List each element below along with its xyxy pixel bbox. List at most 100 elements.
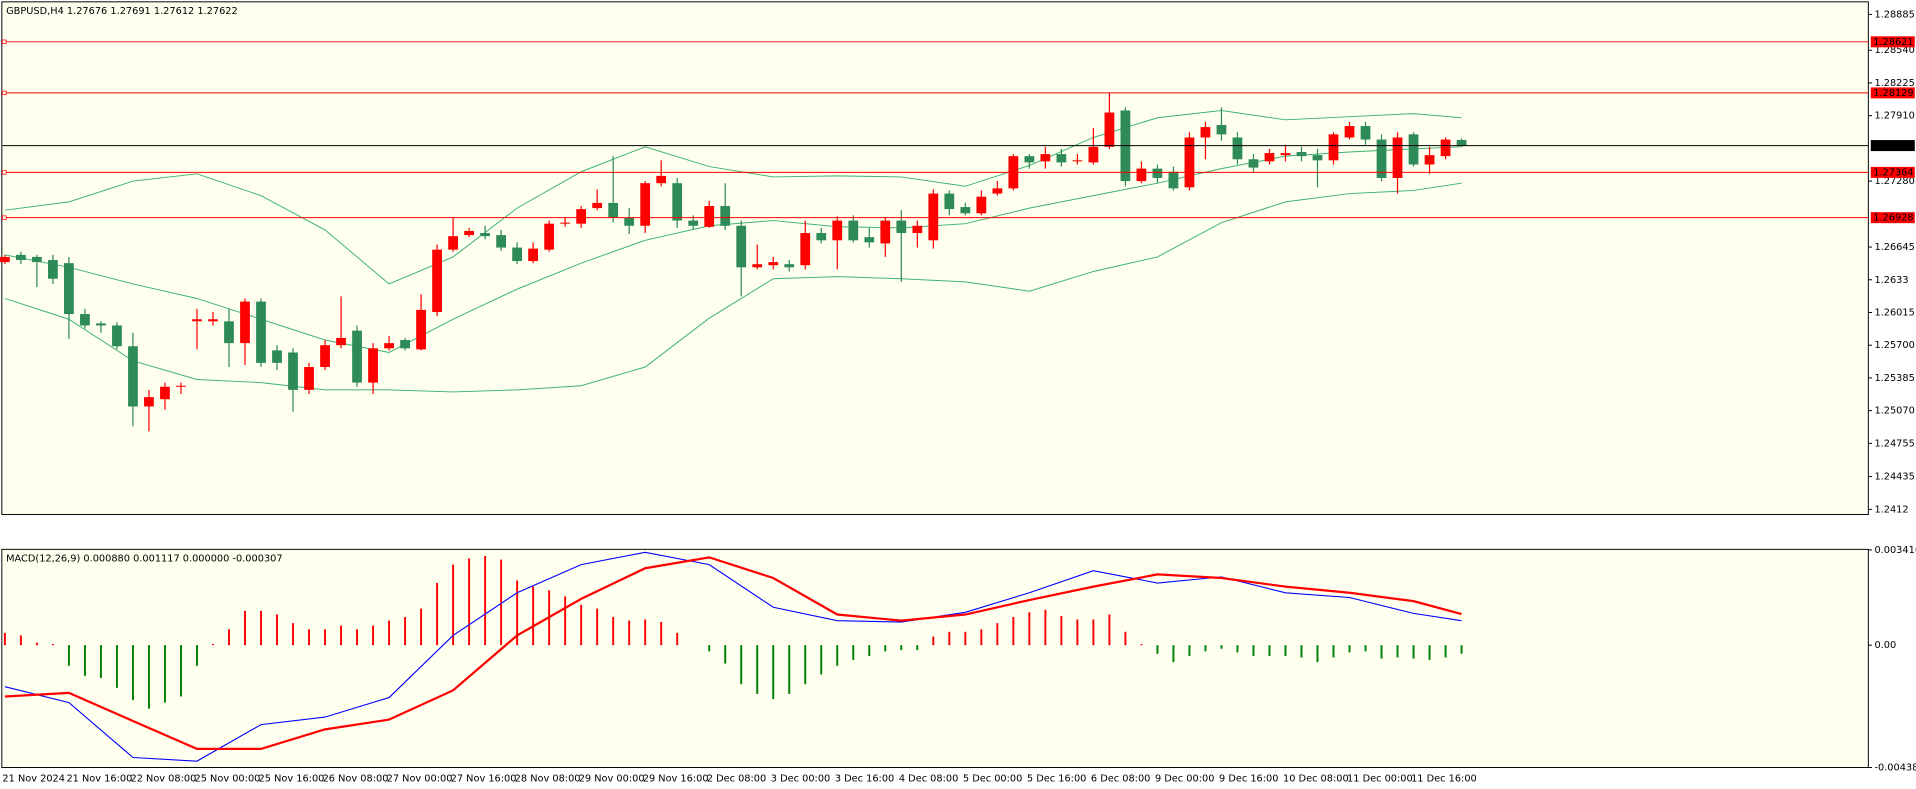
- candle-body: [544, 223, 555, 250]
- x-tick-label: 29 Nov 00:00: [579, 773, 645, 784]
- candle-body: [432, 249, 442, 312]
- candle-body: [1200, 127, 1211, 138]
- candle-body: [48, 260, 58, 279]
- chart-title: GBPUSD,H4 1.27676 1.27691 1.27612 1.2762…: [6, 6, 238, 17]
- level-marker: [2, 170, 7, 175]
- x-tick-label: 4 Dec 08:00: [899, 773, 958, 784]
- x-tick-label: 11 Dec 16:00: [1411, 773, 1477, 784]
- candle-body: [400, 340, 410, 349]
- candle-body: [1184, 137, 1195, 188]
- x-tick-label: 6 Dec 08:00: [1091, 773, 1150, 784]
- candle-body: [656, 175, 667, 184]
- candle-body: [896, 220, 907, 234]
- candle-body: [928, 193, 939, 241]
- candle-body: [960, 207, 971, 214]
- x-tick-label: 22 Nov 08:00: [131, 773, 197, 784]
- candle-body: [1376, 139, 1387, 178]
- candle-body: [368, 348, 378, 383]
- candle-body: [32, 256, 42, 263]
- y-tick-label: 1.26645: [1874, 242, 1914, 253]
- x-tick-label: 29 Nov 16:00: [643, 773, 709, 784]
- candle-body: [288, 352, 298, 390]
- candle-body: [112, 325, 122, 347]
- x-tick-label: 3 Dec 16:00: [835, 773, 894, 784]
- candle-body: [480, 233, 490, 237]
- candle-body: [224, 321, 234, 344]
- x-tick-label: 21 Nov 2024: [2, 773, 65, 784]
- candle-body: [720, 206, 731, 226]
- x-tick-label: 25 Nov 16:00: [259, 773, 325, 784]
- x-tick-label: 27 Nov 00:00: [387, 773, 453, 784]
- x-tick-label: 3 Dec 00:00: [771, 773, 830, 784]
- candle-body: [320, 345, 330, 368]
- macd-panel: [1, 548, 1869, 768]
- y-tick-label: 1.28540: [1874, 45, 1914, 56]
- candle-body: [880, 220, 891, 244]
- level-label-box: [1870, 212, 1915, 224]
- candle-body: [1232, 137, 1243, 160]
- level-label: 1.28621: [1873, 37, 1913, 48]
- y-tick-label: 1.24435: [1874, 472, 1914, 483]
- candle-body: [816, 233, 827, 241]
- candle-body: [576, 209, 587, 224]
- x-tick-label: 21 Nov 16:00: [66, 773, 132, 784]
- level-marker: [2, 39, 7, 45]
- candle-body: [192, 319, 202, 322]
- x-tick-label: 25 Nov 00:00: [195, 773, 261, 784]
- candle-body: [704, 206, 715, 227]
- candle-body: [416, 309, 426, 350]
- level-label: 1.26928: [1873, 213, 1913, 224]
- candle-body: [1280, 153, 1291, 156]
- candle-body: [608, 202, 619, 218]
- candle-body: [688, 220, 699, 226]
- candle-body: [0, 256, 10, 263]
- macd-line: [4, 556, 1462, 750]
- x-tick-label: 10 Dec 08:00: [1283, 773, 1349, 784]
- candle-body: [16, 254, 26, 261]
- candle-body: [944, 193, 955, 210]
- level-label: 1.27364: [1873, 167, 1913, 178]
- candle-body: [1296, 152, 1307, 157]
- last-price-box: [1870, 140, 1915, 152]
- candle-body: [1408, 134, 1419, 165]
- candle-body: [848, 220, 859, 241]
- candle-body: [512, 247, 523, 262]
- y-tick-label: 1.25385: [1874, 373, 1914, 384]
- band-line: [4, 109, 1462, 285]
- candle-body: [176, 385, 186, 387]
- candle-body: [592, 202, 603, 209]
- level-label-box: [1870, 166, 1915, 178]
- candle-body: [1104, 112, 1115, 147]
- candle-body: [992, 188, 1003, 194]
- candle-body: [560, 222, 571, 224]
- x-tick-label: 11 Dec 00:00: [1347, 773, 1413, 784]
- candle-body: [96, 323, 106, 326]
- candle-body: [528, 248, 539, 262]
- y-tick-label: 1.2633: [1874, 275, 1908, 286]
- candle-body: [832, 220, 843, 241]
- candle-body: [976, 196, 987, 214]
- y-tick-label: 1.28225: [1874, 78, 1914, 89]
- candle-body: [336, 337, 346, 346]
- level-label-box: [1870, 36, 1915, 48]
- candle-body: [1312, 155, 1323, 161]
- x-tick-label: 2 Dec 08:00: [707, 773, 766, 784]
- candle-body: [256, 301, 266, 363]
- candle-body: [208, 319, 218, 322]
- candle-body: [1360, 126, 1371, 140]
- indicator-title: MACD(12,26,9) 0.000880 0.001117 0.000000…: [6, 554, 282, 565]
- candle-body: [1136, 168, 1147, 182]
- candle-body: [1424, 155, 1435, 165]
- candle-body: [1056, 154, 1067, 163]
- y-tick-label: -0.004388: [1874, 762, 1916, 773]
- candle-body: [1152, 168, 1163, 178]
- candle-body: [304, 367, 314, 390]
- x-tick-label: 26 Nov 08:00: [323, 773, 389, 784]
- candle-body: [128, 346, 138, 407]
- y-tick-label: 0.003416: [1874, 545, 1916, 556]
- candle-body: [800, 233, 811, 266]
- candle-body: [1088, 146, 1099, 163]
- candle-body: [352, 330, 362, 383]
